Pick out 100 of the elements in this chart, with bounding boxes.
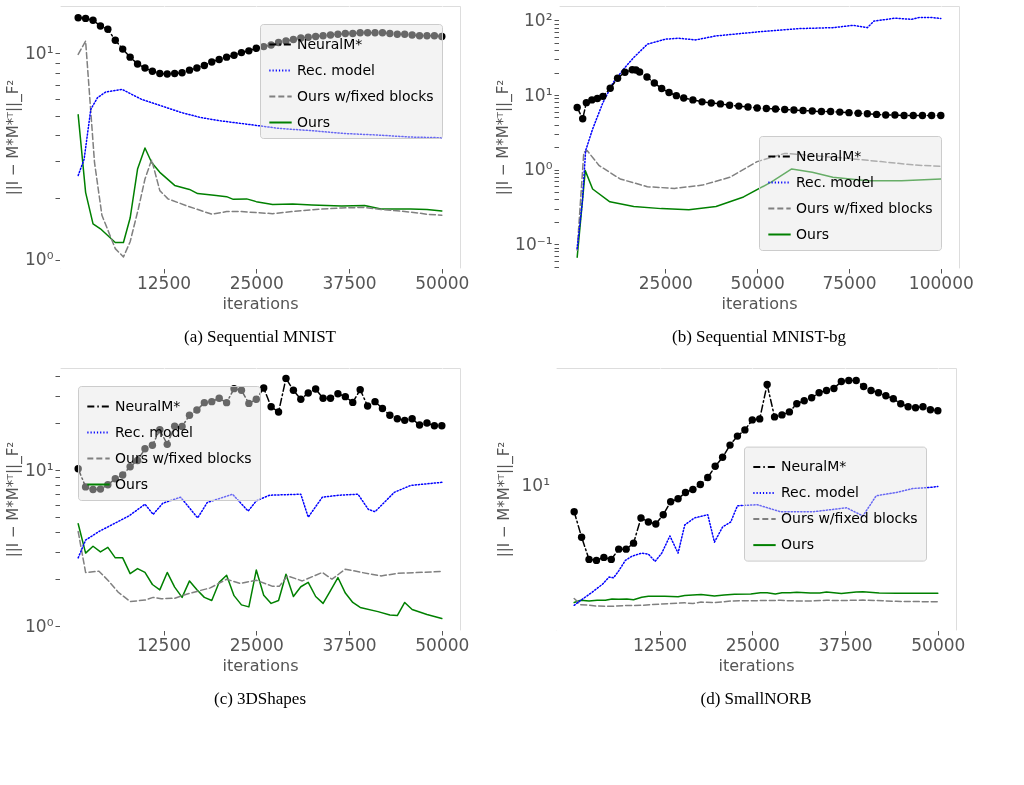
point: [267, 403, 275, 411]
point: [237, 386, 246, 394]
point: [607, 555, 615, 564]
x-tick-label: 25000: [725, 634, 780, 655]
point: [778, 411, 786, 419]
point: [666, 498, 675, 506]
point: [260, 42, 268, 51]
point: [252, 44, 260, 52]
point: [156, 69, 164, 78]
point: [311, 385, 320, 393]
point: [200, 61, 209, 70]
legend-label: Rec. model: [115, 423, 193, 440]
point: [363, 402, 372, 410]
point: [96, 485, 105, 493]
y-tick-label: 10⁰: [25, 249, 54, 270]
point: [785, 408, 794, 416]
point: [770, 413, 779, 421]
point: [674, 495, 682, 503]
line-series: [576, 168, 942, 258]
point: [748, 416, 756, 424]
point: [438, 422, 446, 430]
point: [725, 101, 734, 109]
x-tick-label: 75000: [822, 272, 877, 293]
point: [222, 53, 231, 61]
point: [304, 389, 312, 397]
y-tick-label: 10⁰: [25, 615, 54, 636]
x-tick-label: 12500: [632, 634, 688, 655]
point: [837, 377, 846, 386]
point: [363, 29, 372, 37]
point: [904, 402, 912, 411]
point: [289, 386, 298, 394]
point: [854, 109, 862, 117]
point: [163, 70, 171, 78]
point: [386, 411, 394, 420]
x-tick-label: 50000: [730, 272, 785, 293]
point: [577, 533, 586, 541]
point: [274, 38, 283, 47]
point: [89, 16, 97, 24]
point: [867, 386, 875, 395]
point: [408, 415, 416, 423]
point: [771, 105, 780, 113]
x-axis-title: iterations: [718, 655, 795, 675]
point: [185, 411, 194, 420]
point: [245, 47, 253, 55]
point: [637, 514, 645, 522]
point: [644, 518, 653, 526]
point: [89, 485, 97, 494]
point: [807, 393, 816, 402]
point: [808, 107, 816, 115]
point: [735, 102, 743, 110]
point: [689, 96, 697, 104]
point: [756, 415, 764, 423]
point: [635, 68, 644, 76]
legend-label: NeuralM*: [115, 397, 181, 414]
legend-label: Ours: [297, 113, 330, 130]
point: [178, 69, 186, 77]
point: [707, 99, 715, 107]
x-tick-label: 25000: [229, 634, 284, 655]
point: [334, 30, 342, 38]
point: [741, 426, 749, 434]
point: [726, 441, 734, 449]
point: [297, 395, 305, 403]
x-tick-label: 50000: [911, 634, 966, 655]
point: [401, 416, 409, 425]
point: [578, 115, 587, 123]
point: [163, 440, 171, 449]
point: [349, 29, 357, 38]
point: [681, 488, 690, 497]
point: [349, 398, 357, 407]
point: [274, 408, 283, 416]
y-tick-label: 10⁻¹: [515, 233, 553, 254]
point: [882, 392, 890, 400]
line-series: [77, 40, 443, 258]
y-axis-title: ||I − M*M*ᵀ||_F²: [4, 79, 24, 196]
point: [371, 397, 379, 406]
point: [289, 35, 298, 44]
point: [600, 553, 608, 562]
point: [393, 30, 401, 38]
point: [74, 14, 82, 22]
x-tick-label: 100000: [908, 272, 974, 293]
y-tick-label: 10²: [524, 9, 553, 30]
point: [800, 396, 808, 405]
point: [711, 462, 719, 471]
point: [926, 405, 935, 414]
x-tick-label: 12500: [136, 272, 192, 293]
point: [208, 58, 216, 66]
line-series: [77, 114, 443, 244]
point: [230, 51, 238, 59]
point: [718, 453, 727, 462]
point: [148, 67, 157, 75]
point: [679, 94, 688, 102]
point: [900, 111, 908, 120]
x-tick-label: 50000: [415, 272, 470, 293]
point: [371, 29, 379, 37]
point: [430, 422, 439, 430]
x-tick-label: 50000: [415, 634, 470, 655]
point: [606, 84, 614, 93]
x-axis-title: iterations: [222, 293, 299, 313]
point: [852, 376, 860, 385]
point: [193, 406, 201, 414]
